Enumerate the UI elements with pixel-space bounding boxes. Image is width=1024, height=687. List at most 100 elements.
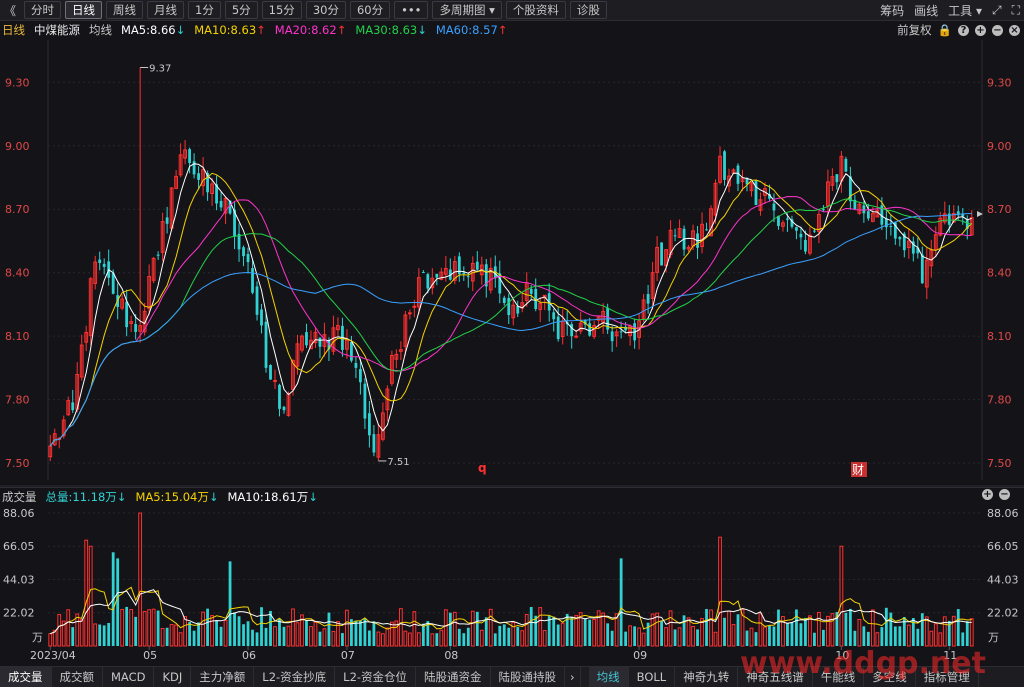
volume-bar-up xyxy=(309,626,313,647)
volume-bar-up xyxy=(628,625,633,647)
volume-bar-up xyxy=(322,628,327,647)
draw-line-button[interactable]: 画线 xyxy=(914,3,939,18)
tab-1min[interactable]: 1分 xyxy=(188,1,221,19)
tab-weekly[interactable]: 周线 xyxy=(106,1,144,19)
tab-indicator-manage[interactable]: 指标管理 xyxy=(916,667,979,687)
volume-bar-down xyxy=(947,620,951,646)
candle-up xyxy=(942,213,947,223)
tab-monthly[interactable]: 月线 xyxy=(147,1,185,19)
candle-up xyxy=(151,257,156,281)
chevron-right-icon[interactable]: › xyxy=(565,667,581,687)
tab-five-lines[interactable]: 神奇五线谱 xyxy=(738,667,813,687)
help-icon[interactable]: ? xyxy=(958,24,969,36)
volume-bar-down xyxy=(799,623,803,646)
volume-bar-down xyxy=(475,611,479,646)
tab-noon-line[interactable]: 午能线 xyxy=(813,667,865,687)
tab-l2-position[interactable]: L2-资金仓位 xyxy=(335,667,417,687)
candle-up xyxy=(924,259,929,288)
tools-dropdown[interactable]: 工具 ▾ xyxy=(948,2,982,19)
candle-up xyxy=(709,208,713,237)
volume-bar-up xyxy=(129,609,134,647)
back-icon[interactable]: 《 xyxy=(4,3,17,18)
tab-15min[interactable]: 15分 xyxy=(261,1,302,19)
volume-bar-down xyxy=(228,561,232,646)
expand-icon[interactable]: ⤢ xyxy=(991,2,1002,17)
candle-down xyxy=(772,203,776,211)
volume-bar-down xyxy=(242,624,245,646)
volume-tick-right: 88.06 xyxy=(987,507,1019,520)
candle-down xyxy=(188,149,191,163)
ma-label[interactable]: 均线 xyxy=(89,23,112,37)
tab-boll[interactable]: BOLL xyxy=(629,667,676,687)
tab-intraday[interactable]: 分时 xyxy=(24,1,62,19)
lock-icon[interactable]: 🔒 xyxy=(937,23,952,37)
candle-up xyxy=(906,240,911,248)
volume-bar-down xyxy=(902,617,906,646)
adjust-mode[interactable]: 前复权 xyxy=(897,23,932,37)
tab-hk-connect-hold[interactable]: 陆股通持股 xyxy=(491,667,566,687)
more-periods-button[interactable]: ••• xyxy=(394,1,429,19)
volume-bar-up xyxy=(412,611,417,647)
close-icon[interactable]: × xyxy=(1009,24,1020,36)
toolbar-right: 筹码 画线 工具 ▾ ⤢ ⛶ xyxy=(880,0,1020,20)
volume-bar-up xyxy=(84,539,89,647)
stock-info-button[interactable]: 个股资料 xyxy=(505,1,566,19)
volume-bar-up xyxy=(178,632,183,647)
multi-period-dropdown[interactable]: 多周期图 ▾ xyxy=(432,1,502,19)
volume-bar-up xyxy=(731,624,736,647)
volume-bar-up xyxy=(538,607,543,647)
tab-kdj[interactable]: KDJ xyxy=(154,667,192,687)
zoom-in-icon[interactable]: + xyxy=(975,24,986,36)
tab-macd[interactable]: MACD xyxy=(103,667,155,687)
volume-bar-down xyxy=(624,631,628,646)
candle-down xyxy=(920,254,924,284)
volume-bar-down xyxy=(156,610,160,646)
zoom-out-icon[interactable]: − xyxy=(992,24,1003,36)
candle-down xyxy=(255,286,259,315)
tab-nine-turn[interactable]: 神奇九转 xyxy=(675,667,739,687)
zoom-in-icon[interactable]: + xyxy=(982,489,993,500)
tab-main-net[interactable]: 主力净额 xyxy=(191,667,255,687)
tab-daily[interactable]: 日线 xyxy=(65,1,103,19)
volume-bar-down xyxy=(790,622,794,646)
zoom-out-icon[interactable]: − xyxy=(999,489,1010,500)
tab-long-short[interactable]: 多空线 xyxy=(864,667,916,687)
diagnose-button[interactable]: 诊股 xyxy=(569,1,607,19)
tab-hk-connect-fund[interactable]: 陆股通资金 xyxy=(416,667,491,687)
tab-l2-bottom[interactable]: L2-资金抄底 xyxy=(254,667,336,687)
volume-bar-up xyxy=(452,611,457,647)
arrow-up-icon: ↑ xyxy=(497,23,508,37)
arrow-up-icon: ↑ xyxy=(336,23,347,37)
tab-ma[interactable]: 均线 xyxy=(588,667,629,687)
candle-down xyxy=(228,200,232,214)
volume-bar-down xyxy=(350,619,353,646)
candle-up xyxy=(295,343,300,367)
ma30-line xyxy=(49,198,972,447)
volume-bar-down xyxy=(673,629,677,646)
candle-up xyxy=(655,246,659,273)
candle-up xyxy=(61,419,66,437)
volume-bar-up xyxy=(578,612,583,647)
volume-bar-down xyxy=(421,623,425,646)
price-tick-right: 9.00 xyxy=(987,140,1012,153)
volume-bar-up xyxy=(142,611,147,647)
tab-30min[interactable]: 30分 xyxy=(305,1,346,19)
volume-bar-down xyxy=(633,626,637,646)
tab-60min[interactable]: 60分 xyxy=(349,1,391,19)
x-axis-label: 06 xyxy=(242,649,256,662)
volume-bar-down xyxy=(484,617,488,646)
volume-bar-down xyxy=(125,606,129,646)
volume-bar-up xyxy=(942,616,947,647)
candle-up xyxy=(592,325,597,337)
volume-bar-down xyxy=(705,608,708,646)
tab-turnover[interactable]: 成交额 xyxy=(52,667,103,687)
tab-volume[interactable]: 成交量 xyxy=(0,667,52,687)
volume-bar-down xyxy=(768,625,771,646)
volume-bar-up xyxy=(443,609,448,647)
candle-down xyxy=(893,222,897,239)
tab-5min[interactable]: 5分 xyxy=(224,1,258,19)
volume-bar-down xyxy=(237,616,241,646)
chips-button[interactable]: 筹码 xyxy=(880,3,905,18)
fullscreen-icon[interactable]: ⛶ xyxy=(1011,2,1020,17)
